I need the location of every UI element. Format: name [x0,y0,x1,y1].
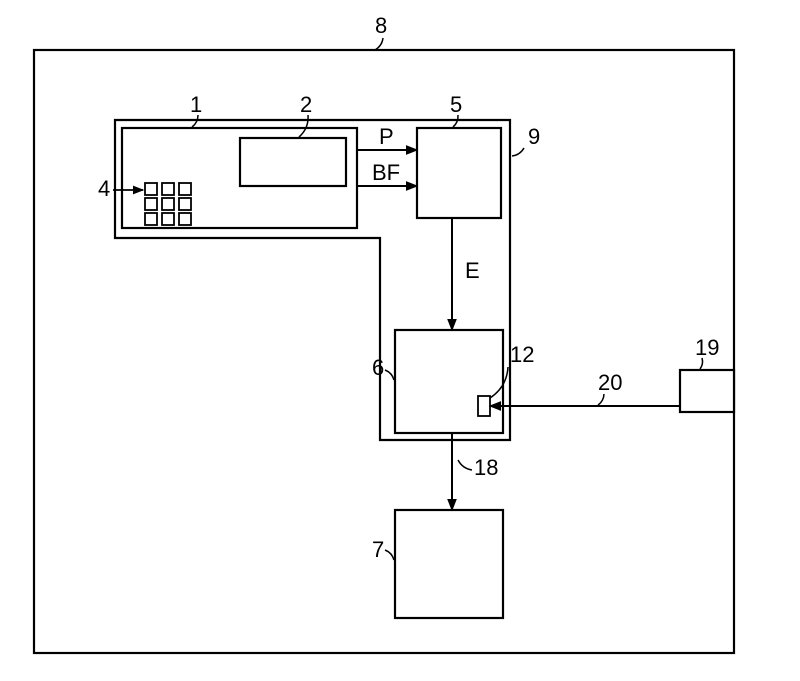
keypad-key [162,183,174,195]
ref-7: 7 [372,537,384,562]
keypad-key [162,213,174,225]
port-12 [478,396,490,416]
ref-9: 9 [528,124,540,149]
label-BF: BF [372,160,400,185]
screen-2 [240,138,346,186]
block-7 [395,510,503,618]
block-5 [417,128,501,218]
ref-12: 12 [510,342,534,367]
keypad-key [179,213,191,225]
ref-5: 5 [450,92,462,117]
block-6 [395,330,503,433]
label-P: P [379,124,394,149]
ref-8: 8 [375,13,387,38]
label-E: E [465,258,480,283]
keypad-key [179,198,191,210]
keypad-key [145,213,157,225]
ref-4: 4 [98,176,110,201]
ref-18: 18 [474,455,498,480]
ref-20: 20 [598,370,622,395]
keypad-key [179,183,191,195]
ref-6: 6 [372,355,384,380]
ref-8-leader [375,38,383,50]
ref-2: 2 [300,92,312,117]
keypad-key [145,183,157,195]
block-19 [680,370,734,412]
keypad-key [145,198,157,210]
ref-1: 1 [190,92,202,117]
ref-19: 19 [695,335,719,360]
keypad-key [162,198,174,210]
